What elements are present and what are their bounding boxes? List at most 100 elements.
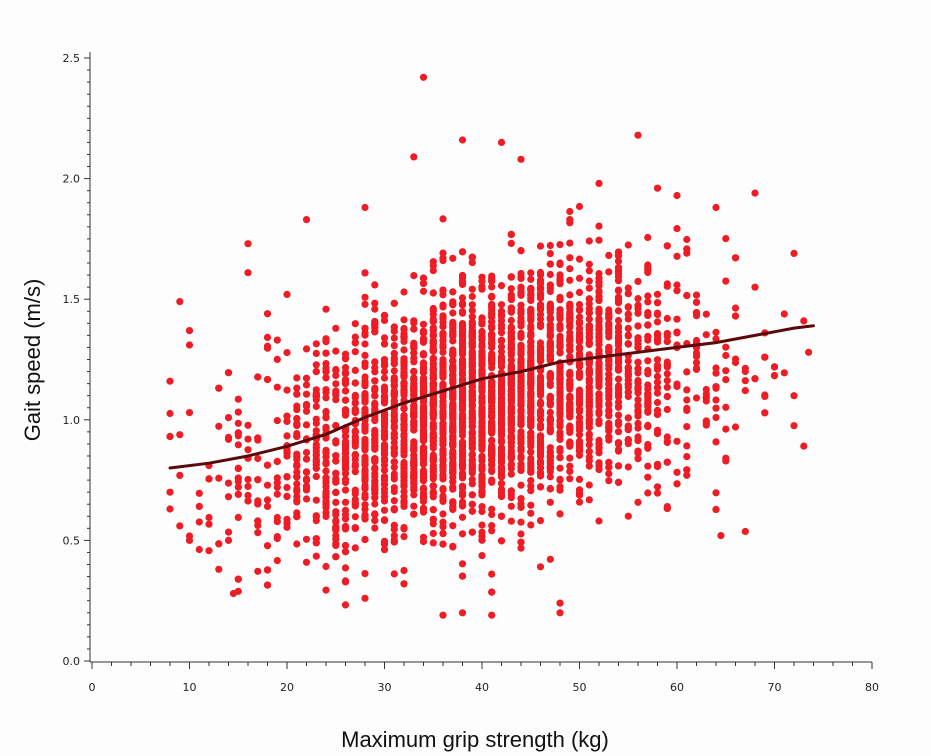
scatter-point [400, 288, 408, 296]
scatter-point [273, 355, 281, 363]
scatter-point [468, 437, 476, 445]
scatter-point [595, 436, 603, 444]
scatter-point [449, 288, 457, 296]
scatter-point [185, 327, 194, 335]
scatter-point [419, 537, 428, 546]
x-tick-label: 80 [865, 681, 879, 694]
scatter-point [224, 528, 233, 536]
scatter-point [585, 237, 593, 245]
scatter-point [566, 376, 574, 384]
scatter-point [692, 298, 701, 306]
x-tick-label: 30 [378, 681, 392, 694]
scatter-point [595, 326, 603, 334]
scatter-point [478, 432, 486, 440]
scatter-point [497, 451, 506, 459]
scatter-point [634, 412, 642, 420]
scatter-point [458, 324, 467, 333]
scatter-point [556, 399, 564, 408]
scatter-point [429, 516, 437, 524]
scatter-point [273, 533, 281, 541]
scatter-point [663, 392, 671, 401]
scatter-point [351, 487, 359, 495]
scatter-point [575, 336, 584, 344]
scatter-point [439, 540, 447, 548]
scatter-point [517, 452, 525, 460]
scatter-point [585, 415, 593, 424]
scatter-point [497, 537, 506, 545]
scatter-point [566, 239, 574, 247]
scatter-point [361, 494, 369, 502]
scatter-point [351, 513, 359, 521]
scatter-point [478, 452, 486, 460]
scatter-point [439, 611, 447, 619]
scatter-point [517, 269, 525, 278]
scatter-point [546, 315, 554, 323]
scatter-point [536, 383, 545, 391]
scatter-point [449, 350, 457, 358]
scatter-point [244, 421, 252, 429]
scatter-point [410, 502, 418, 510]
scatter-point [341, 548, 350, 556]
scatter-point [536, 483, 545, 491]
scatter-point [390, 470, 398, 478]
scatter-point [458, 136, 467, 144]
scatter-point [390, 570, 398, 578]
scatter-point [585, 295, 593, 303]
scatter-point [302, 216, 311, 224]
scatter-point [234, 490, 242, 498]
scatter-point [468, 451, 476, 459]
scatter-point [410, 468, 418, 476]
scatter-point [507, 465, 515, 473]
scatter-point [683, 442, 691, 450]
scatter-point [663, 458, 671, 466]
scatter-point [527, 403, 535, 411]
scatter-point [527, 482, 535, 490]
scatter-point [312, 402, 320, 410]
y-tick-label: 1.0 [63, 414, 81, 427]
scatter-point [634, 402, 642, 410]
scatter-point [566, 402, 574, 410]
scatter-point [536, 424, 545, 432]
scatter-point [380, 340, 389, 348]
scatter-point [527, 315, 535, 323]
scatter-point [770, 363, 779, 371]
scatter-point [556, 349, 564, 357]
scatter-point [273, 518, 281, 526]
scatter-point [371, 281, 379, 289]
scatter-point [575, 202, 584, 211]
scatter-point [624, 340, 632, 348]
scatter-point [702, 394, 710, 402]
scatter-point [653, 406, 662, 414]
scatter-point [449, 439, 457, 447]
scatter-point [517, 247, 525, 255]
scatter-point [507, 502, 515, 510]
scatter-point [468, 326, 476, 334]
scatter-point [517, 376, 525, 384]
scatter-point [527, 381, 535, 389]
scatter-point [653, 356, 662, 364]
scatter-point [722, 376, 730, 384]
scatter-point [546, 452, 554, 460]
scatter-point [361, 373, 369, 381]
scatter-point [614, 375, 623, 383]
scatter-point [400, 316, 408, 324]
scatter-point [673, 315, 681, 323]
scatter-point [751, 189, 759, 197]
scatter-point [341, 457, 350, 466]
scatter-point [390, 299, 398, 307]
scatter-point [293, 421, 301, 429]
scatter-point [614, 257, 623, 265]
scatter-point [439, 518, 447, 526]
scatter-point [634, 396, 642, 404]
scatter-point [536, 391, 545, 399]
scatter-point [566, 311, 574, 319]
scatter-point [449, 485, 457, 493]
scatter-point [595, 333, 603, 341]
scatter-point [605, 401, 613, 409]
scatter-point [390, 367, 398, 375]
scatter-point [556, 296, 564, 304]
scatter-point [517, 447, 525, 455]
scatter-point [595, 361, 603, 370]
scatter-point [478, 383, 486, 391]
scatter-point [546, 346, 554, 355]
